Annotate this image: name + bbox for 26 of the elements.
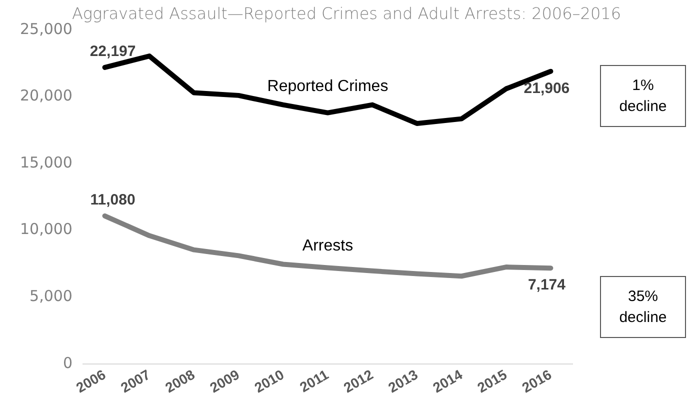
x-tick-label: 2015 (474, 366, 510, 396)
y-tick-label: 0 (62, 354, 72, 372)
x-tick-label: 2007 (118, 366, 153, 396)
series-label: Arrests (302, 238, 354, 255)
text: 35% decline (600, 276, 686, 338)
y-tick-label: 5,000 (30, 286, 72, 305)
x-tick-label: 2010 (252, 366, 287, 396)
x-tick-label: 2011 (296, 366, 332, 396)
x-tick-label: 2012 (340, 366, 376, 396)
data-label: 22,197 (90, 43, 136, 60)
data-label: 7,174 (528, 276, 566, 294)
y-tick-label: 25,000 (20, 20, 72, 38)
text: 1% decline (600, 65, 686, 128)
chart-title: Aggravated Assault—Reported Crimes and Adult Arrests: 2006–2016 (72, 4, 622, 23)
series-label: Reported Crimes (267, 78, 388, 96)
x-tick-label: 2016 (519, 366, 554, 396)
data-label: 21,906 (524, 80, 570, 97)
x-tick-label: 2009 (207, 366, 242, 396)
y-tick-label: 10,000 (20, 220, 72, 238)
x-tick-label: 2008 (162, 366, 198, 396)
x-tick-label: 2013 (385, 366, 421, 396)
x-tick-label: 2014 (430, 366, 466, 396)
y-tick-label: 20,000 (20, 86, 72, 105)
x-tick-label: 2006 (73, 366, 108, 396)
data-label: 11,080 (90, 192, 136, 209)
y-tick-label: 15,000 (20, 153, 72, 172)
